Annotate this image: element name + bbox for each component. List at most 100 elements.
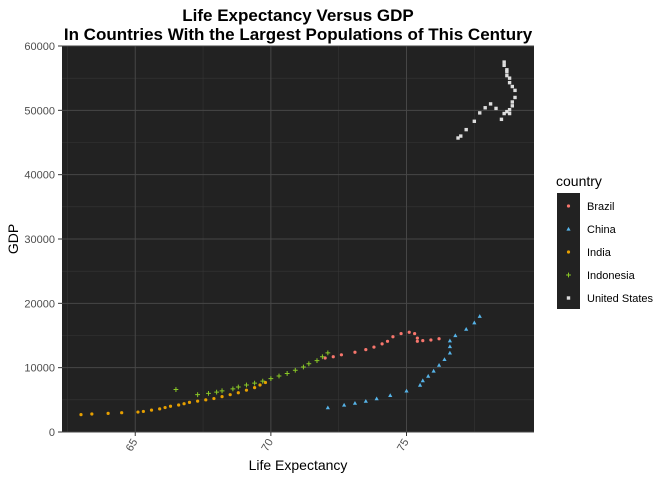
point-indonesia (292, 367, 298, 373)
point-china (472, 320, 477, 325)
point-brazil (399, 331, 403, 336)
point-brazil (372, 345, 376, 349)
point-united-states (510, 104, 514, 108)
point-united-states (483, 106, 487, 110)
point-india (79, 413, 83, 417)
x-tick-label: 75 (395, 437, 412, 454)
point-china (342, 402, 347, 407)
point-united-states (507, 107, 512, 112)
axis-ticks: 65 70 75 0 10000 20000 30000 40000 50000 60000 (24, 41, 411, 454)
point-brazil (429, 338, 433, 342)
legend-label-indonesia: Indonesia (587, 270, 636, 282)
point-china (363, 399, 368, 403)
x-tick-label: 65 (124, 437, 141, 454)
point-india (228, 393, 232, 397)
legend-label-united-states: United States (587, 293, 654, 305)
point-united-states (510, 100, 514, 104)
point-brazil (415, 339, 419, 343)
point-india (252, 386, 257, 390)
point-china (431, 368, 436, 373)
y-tick-label: 30000 (24, 234, 55, 246)
point-indonesia (284, 371, 290, 376)
point-china (420, 378, 425, 383)
point-indonesia (306, 361, 312, 367)
point-united-states (510, 84, 514, 89)
y-tick-label: 50000 (24, 105, 55, 117)
legend-key-india (566, 250, 571, 254)
point-united-states (502, 111, 506, 116)
chart-title-line-1: Life Expectancy Versus GDP (182, 6, 414, 25)
point-brazil (364, 348, 368, 352)
point-united-states (507, 80, 512, 85)
point-brazil (413, 331, 417, 336)
point-china (447, 350, 453, 355)
point-india (204, 398, 208, 402)
legend: country Brazil China India Indonesia United … (556, 173, 654, 309)
point-india (196, 399, 200, 403)
point-united-states (499, 117, 504, 122)
point-united-states (502, 60, 506, 64)
point-china (352, 400, 358, 405)
point-india (168, 404, 173, 408)
legend-key-brazil (566, 204, 571, 208)
point-indonesia (276, 373, 282, 379)
point-united-states (464, 127, 468, 132)
point-brazil (415, 336, 419, 340)
y-tick-label: 20000 (24, 298, 55, 310)
point-brazil (339, 353, 344, 357)
point-brazil (391, 335, 395, 339)
point-india (187, 400, 192, 405)
legend-key-indonesia (566, 272, 571, 278)
y-tick-label: 40000 (24, 170, 55, 182)
legend-label-india: India (587, 247, 612, 259)
point-indonesia (325, 350, 331, 356)
point-china (442, 357, 447, 361)
point-united-states (478, 111, 482, 115)
point-indonesia (235, 384, 241, 390)
point-indonesia (173, 387, 179, 392)
point-india (141, 409, 145, 414)
data-points (79, 60, 517, 417)
point-brazil (353, 350, 357, 354)
point-brazil (380, 342, 384, 346)
point-china (325, 405, 330, 410)
point-united-states (472, 119, 477, 123)
point-indonesia (320, 354, 325, 360)
legend-key-china (566, 226, 571, 231)
point-india (120, 411, 124, 415)
point-india (182, 402, 186, 406)
point-indonesia (206, 391, 211, 396)
point-indonesia (252, 380, 257, 386)
point-brazil (421, 339, 425, 343)
point-indonesia (230, 386, 236, 392)
legend-key-united-states (566, 296, 571, 300)
point-indonesia (268, 376, 274, 382)
point-united-states (505, 68, 509, 72)
point-indonesia (301, 364, 306, 370)
point-india (90, 412, 94, 416)
point-china (374, 396, 379, 401)
point-united-states (502, 63, 506, 67)
x-tick-label: 70 (259, 437, 276, 454)
point-china (453, 333, 458, 338)
point-china (417, 382, 423, 387)
point-indonesia (244, 382, 249, 388)
point-india (177, 403, 181, 407)
point-china (477, 314, 482, 318)
point-india (163, 405, 167, 410)
point-united-states (507, 76, 512, 80)
point-united-states (505, 73, 509, 78)
point-china (426, 373, 431, 378)
point-china (447, 344, 453, 349)
legend-title: country (556, 173, 602, 189)
point-india (236, 391, 240, 395)
chart-title-line-2: In Countries With the Largest Population… (64, 25, 533, 44)
point-indonesia (219, 388, 225, 394)
point-united-states (505, 109, 509, 114)
point-india (212, 396, 216, 401)
y-tick-label: 60000 (24, 41, 55, 53)
point-china (388, 393, 393, 398)
point-united-states (507, 111, 512, 116)
point-china (404, 388, 409, 393)
